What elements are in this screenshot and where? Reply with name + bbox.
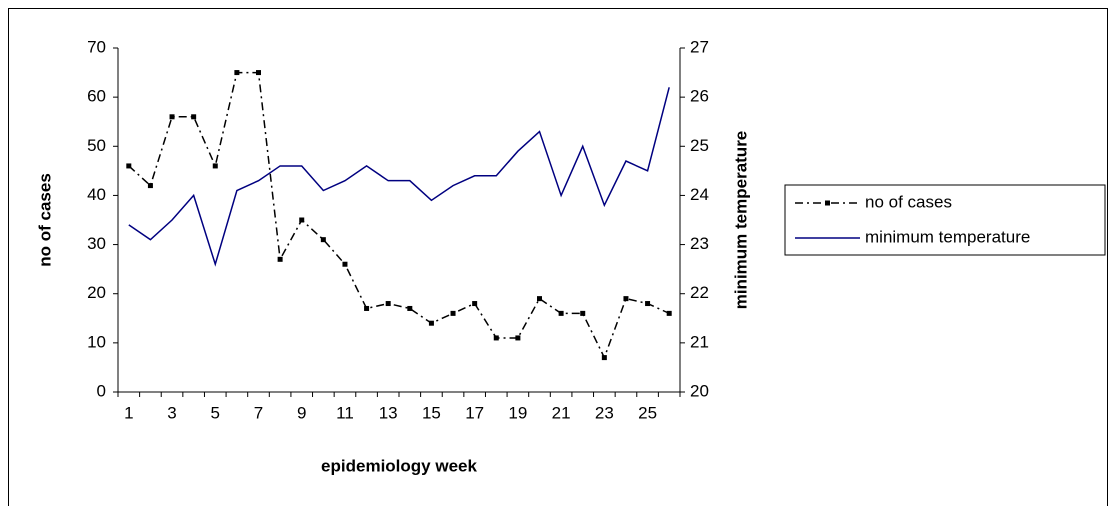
data-point [537, 296, 542, 302]
y2-tick-label: 27 [690, 37, 709, 56]
y-tick-label: 10 [87, 332, 106, 351]
y2-tick-label: 20 [690, 381, 709, 400]
y-axis-title: no of cases [35, 173, 54, 267]
y2-axis-title: minimum temperature [731, 131, 750, 310]
series-line [128, 71, 670, 360]
data-point [277, 256, 283, 262]
y2-tick-label: 22 [690, 283, 709, 302]
data-point [428, 320, 434, 326]
y2-tick-label: 23 [690, 234, 709, 253]
x-tick-label: 19 [508, 403, 527, 422]
x-tick-label: 17 [465, 403, 484, 422]
y-tick-label: 50 [87, 136, 106, 155]
data-point [342, 261, 348, 267]
x-tick-label: 1 [124, 403, 133, 422]
legend-label: minimum temperature [865, 227, 1030, 246]
y-tick-label: 60 [87, 87, 106, 106]
data-point [320, 237, 326, 243]
data-point [472, 301, 478, 307]
data-point [645, 301, 651, 307]
data-point [580, 310, 586, 316]
x-tick-label: 7 [254, 403, 263, 422]
data-point [299, 217, 305, 223]
data-point [385, 301, 391, 307]
y2-tick-label: 26 [690, 87, 709, 106]
x-tick-label: 13 [379, 403, 398, 422]
x-tick-label: 23 [595, 403, 614, 422]
y-tick-label: 0 [97, 381, 106, 400]
data-point [493, 335, 499, 341]
data-point [558, 310, 564, 316]
y-tick-label: 20 [87, 283, 106, 302]
x-tick-label: 25 [638, 403, 657, 422]
data-point [234, 70, 240, 76]
legend-marker [825, 200, 830, 206]
data-point [666, 310, 672, 316]
data-point [601, 355, 607, 361]
x-tick-label: 15 [422, 403, 441, 422]
data-point [169, 114, 175, 120]
legend-label: no of cases [865, 192, 952, 211]
data-point [515, 335, 521, 341]
data-point [126, 163, 132, 169]
data-point [623, 296, 629, 302]
x-axis-title: epidemiology week [321, 456, 477, 475]
y2-tick-label: 24 [690, 185, 709, 204]
x-tick-label: 5 [211, 403, 220, 422]
y-tick-label: 40 [87, 185, 106, 204]
data-point [212, 163, 218, 169]
y-tick-label: 30 [87, 234, 106, 253]
x-tick-label: 21 [552, 403, 571, 422]
chart-border [8, 8, 1108, 506]
series-line [128, 87, 670, 267]
y2-tick-label: 25 [690, 136, 709, 155]
data-point [450, 310, 456, 316]
data-point [364, 305, 370, 311]
x-tick-label: 3 [167, 403, 176, 422]
data-point [191, 114, 197, 120]
x-tick-label: 9 [297, 403, 306, 422]
data-point [407, 305, 413, 311]
data-point [147, 183, 153, 189]
x-tick-label: 11 [336, 403, 354, 422]
legend-box [784, 184, 1106, 256]
y2-tick-label: 21 [690, 332, 709, 351]
y-tick-label: 70 [87, 37, 106, 56]
data-point [256, 70, 261, 76]
